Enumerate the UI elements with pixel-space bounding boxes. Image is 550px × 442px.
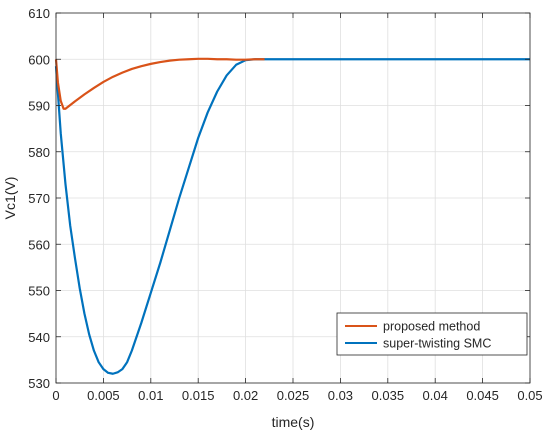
x-tick-label: 0.02 xyxy=(233,388,258,403)
y-tick-label: 570 xyxy=(28,191,50,206)
y-tick-label: 550 xyxy=(28,284,50,299)
x-tick-label: 0.035 xyxy=(372,388,405,403)
x-tick-label: 0 xyxy=(52,388,59,403)
x-tick-label: 0.04 xyxy=(423,388,448,403)
y-tick-label: 580 xyxy=(28,145,50,160)
x-tick-label: 0.045 xyxy=(466,388,499,403)
x-tick-label: 0.03 xyxy=(328,388,353,403)
y-tick-label: 560 xyxy=(28,237,50,252)
series-line-proposed-method xyxy=(54,57,265,110)
y-tick-label: 610 xyxy=(28,6,50,21)
y-tick-label: 600 xyxy=(28,52,50,67)
legend-label-super-twisting-smc: super-twisting SMC xyxy=(383,337,491,351)
x-tick-label: 0.05 xyxy=(517,388,542,403)
y-tick-label: 590 xyxy=(28,99,50,114)
x-axis-label: time(s) xyxy=(272,414,315,430)
x-tick-label: 0.025 xyxy=(277,388,310,403)
legend-label-proposed-method: proposed method xyxy=(383,320,480,334)
x-tick-label: 0.01 xyxy=(138,388,163,403)
legend-box xyxy=(336,312,528,356)
series-line-super-twisting-smc xyxy=(54,58,530,375)
x-tick-label: 0.015 xyxy=(182,388,215,403)
legend: proposed method super-twisting SMC xyxy=(336,312,528,356)
x-tick-label: 0.005 xyxy=(87,388,120,403)
tick-layer: 0 0.005 0.01 0.015 0.02 0.025 0.03 0.035 0.04 0.0… xyxy=(28,6,542,403)
y-axis-label: Vc1(V) xyxy=(2,177,18,220)
series-layer xyxy=(54,57,530,375)
y-tick-label: 530 xyxy=(28,376,50,391)
y-tick-label: 540 xyxy=(28,330,50,345)
